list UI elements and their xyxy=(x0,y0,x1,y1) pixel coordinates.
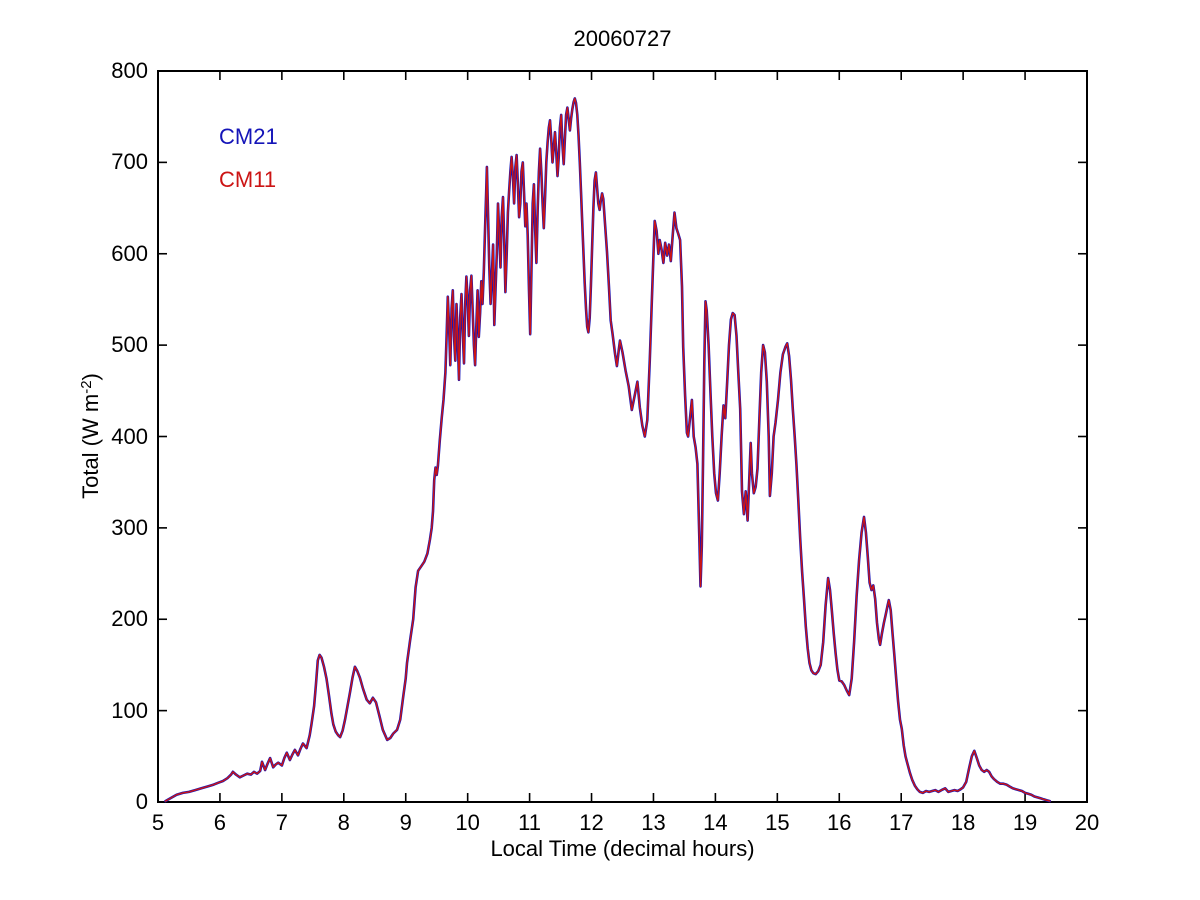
legend-label-cm11: CM11 xyxy=(219,167,277,192)
x-tick-label-9: 9 xyxy=(399,810,412,835)
x-tick-label-15: 15 xyxy=(765,810,790,835)
y-tick-label-600: 600 xyxy=(111,240,148,266)
x-tick-label-6: 6 xyxy=(213,810,227,835)
x-tick-label-19: 19 xyxy=(1012,810,1038,835)
y-tick-label-800: 800 xyxy=(111,58,148,83)
y-tick-label-300: 300 xyxy=(111,514,148,540)
x-tick-label-11: 11 xyxy=(518,810,542,835)
y-tick-label-200: 200 xyxy=(111,606,148,632)
x-tick-label-8: 8 xyxy=(337,810,350,835)
x-tick-label-7: 7 xyxy=(275,810,288,835)
x-tick-label-5: 5 xyxy=(151,810,165,835)
chart-title: 20060727 xyxy=(573,26,672,51)
legend-label-cm21: CM21 xyxy=(219,124,278,149)
y-tick-label-700: 700 xyxy=(111,149,148,175)
cm11-series-line xyxy=(164,97,1051,802)
x-tick-label-16: 16 xyxy=(827,810,852,835)
x-tick-label-14: 14 xyxy=(703,810,728,835)
y-axis-label-superscript: -2 xyxy=(78,380,95,394)
y-axis-label-close: ) xyxy=(78,373,103,381)
x-tick-label-17: 17 xyxy=(888,810,914,835)
x-axis-label: Local Time (decimal hours) xyxy=(490,836,755,861)
x-tick-label-13: 13 xyxy=(641,810,666,835)
x-tick-label-20: 20 xyxy=(1074,810,1100,835)
x-tick-label-18: 18 xyxy=(950,810,976,835)
y-tick-label-0: 0 xyxy=(135,789,148,814)
x-tick-label-12: 12 xyxy=(579,810,604,835)
x-tick-label-10: 10 xyxy=(455,810,480,835)
y-tick-label-500: 500 xyxy=(111,332,148,358)
y-tick-label-400: 400 xyxy=(111,423,148,449)
cm21-series-line xyxy=(164,97,1052,803)
y-tick-label-100: 100 xyxy=(111,697,148,723)
axes-box xyxy=(157,70,1088,803)
